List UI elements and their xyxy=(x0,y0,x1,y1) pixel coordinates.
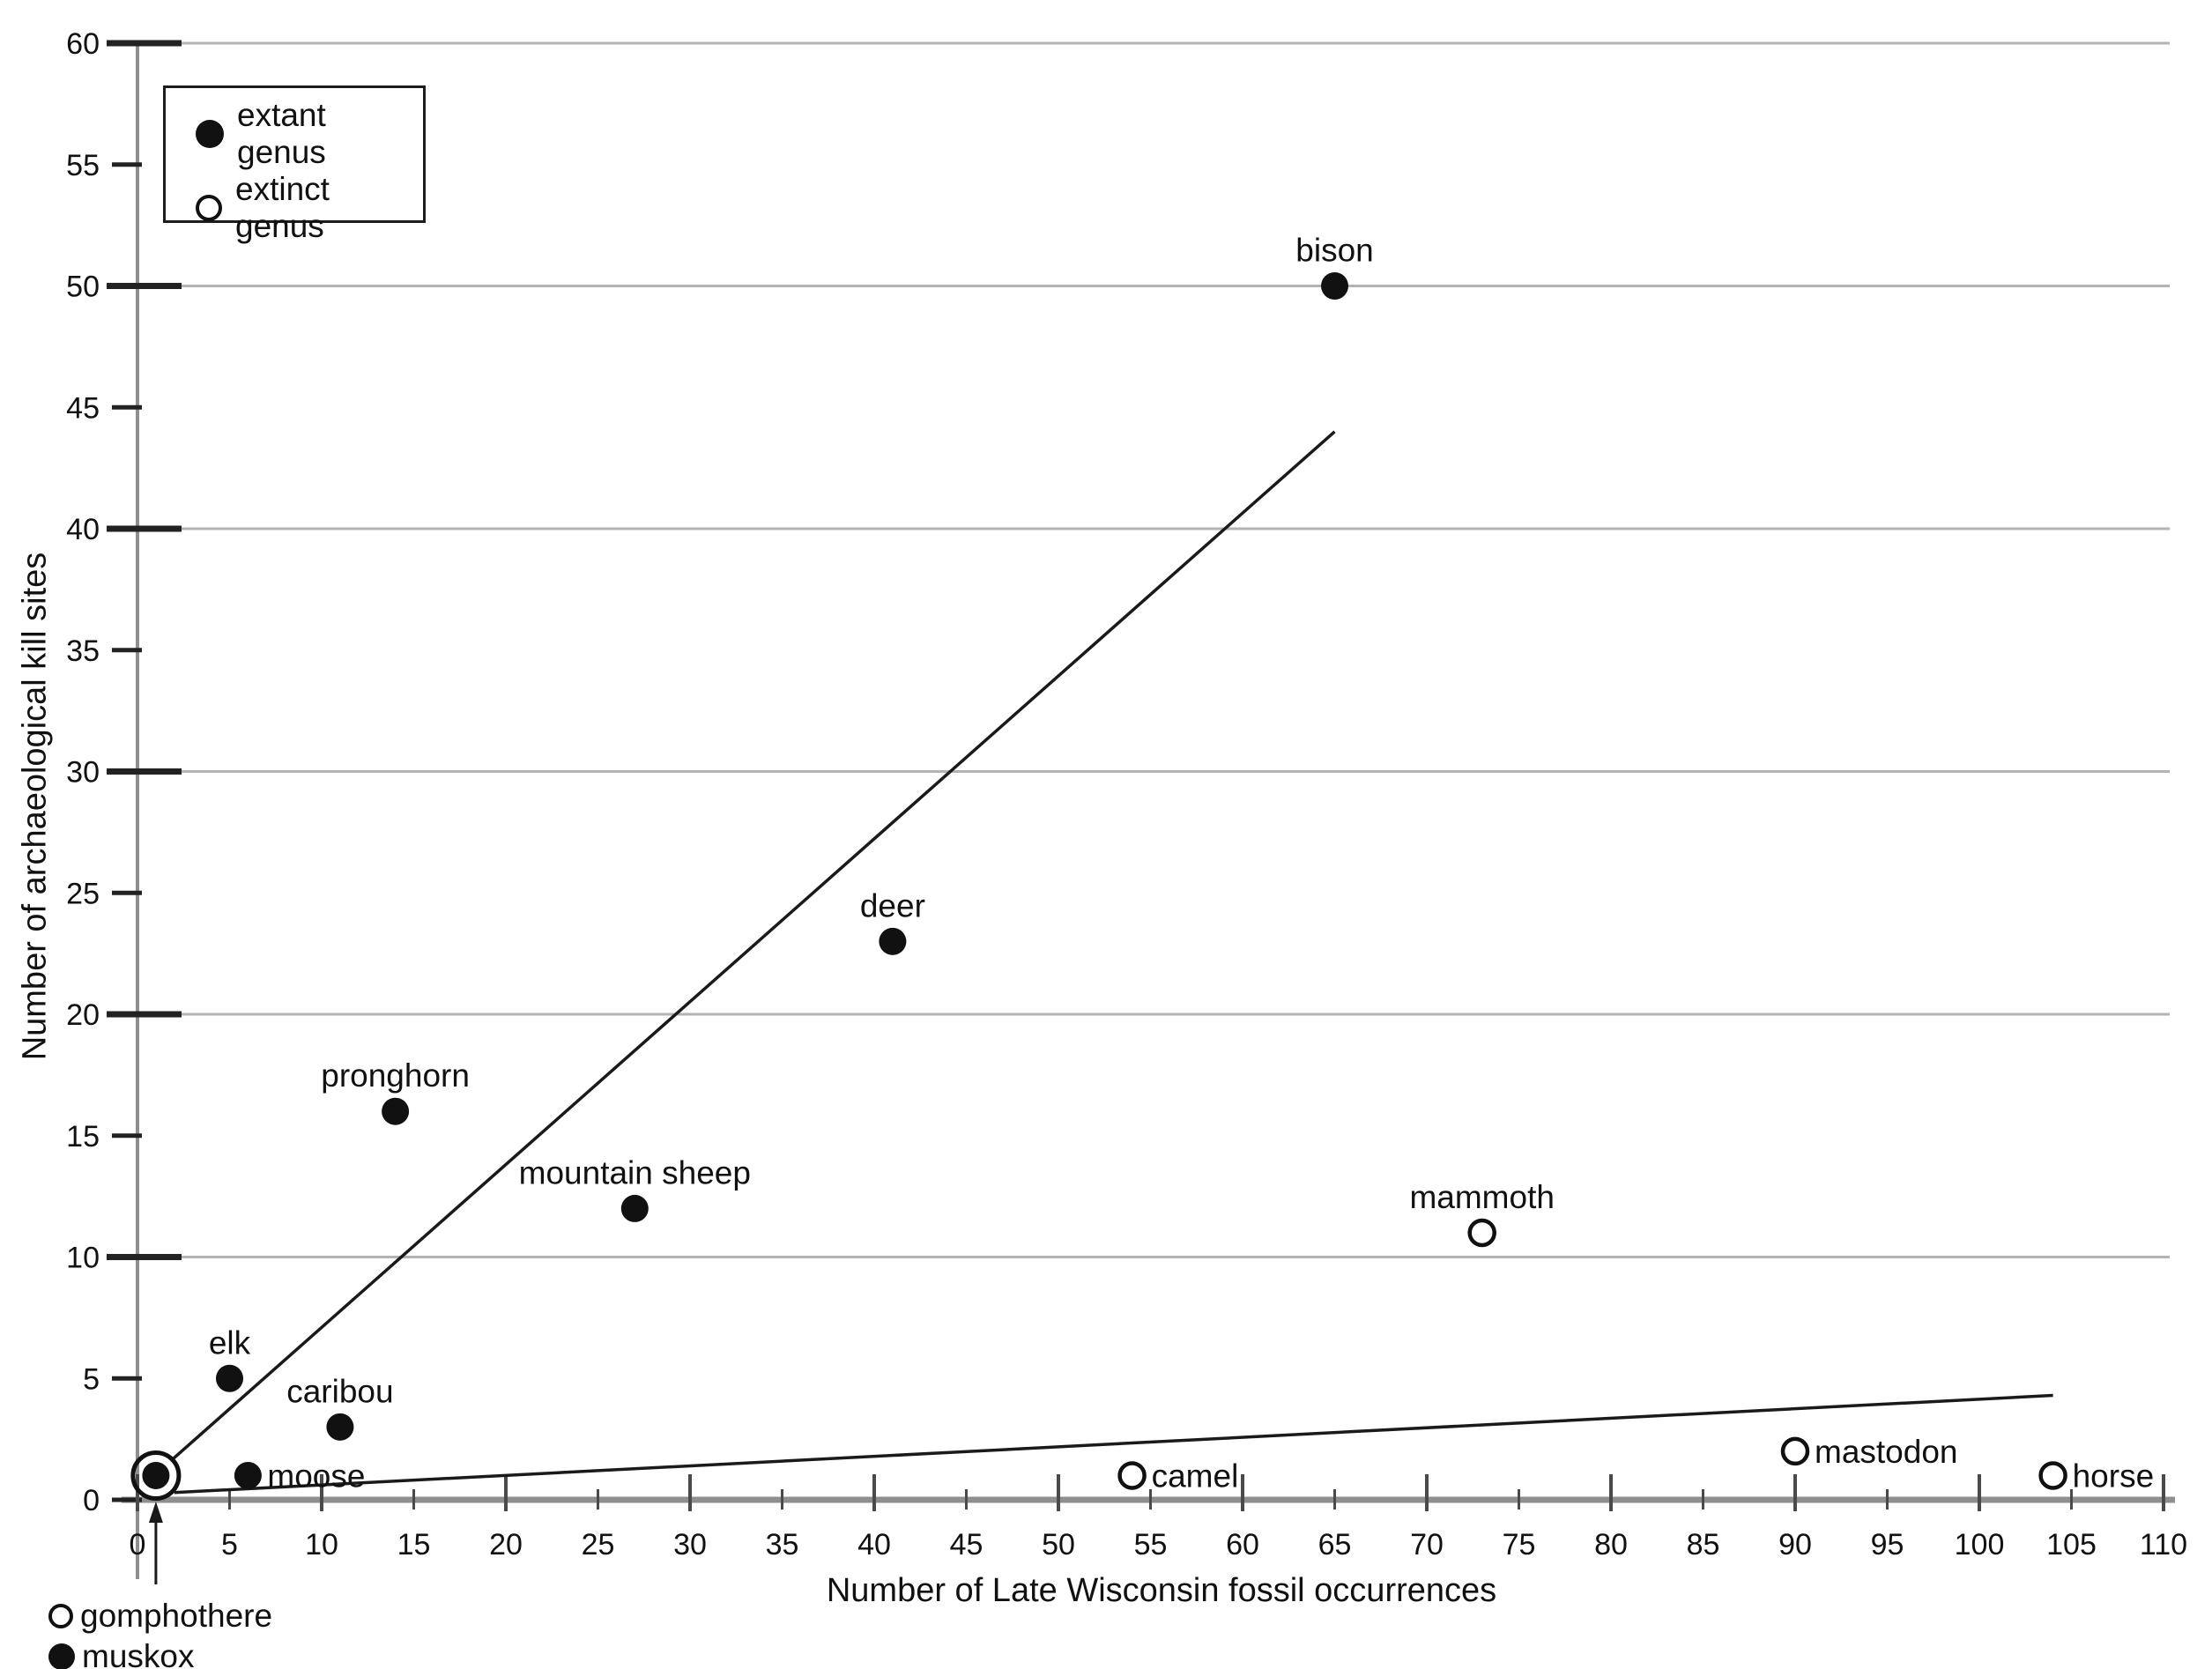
point-label-horse: horse xyxy=(2073,1458,2155,1494)
x-tick-label-85: 85 xyxy=(1687,1528,1720,1561)
legend-item-extinct: extinct genus xyxy=(196,171,423,245)
x-tick-label-100: 100 xyxy=(1955,1528,2005,1561)
x-tick-label-50: 50 xyxy=(1042,1528,1075,1561)
point-label-moose: moose xyxy=(267,1458,365,1494)
open-circle-icon xyxy=(196,195,222,221)
y-tick-label-30: 30 xyxy=(66,756,100,790)
annotation-muskox: muskox xyxy=(48,1639,272,1669)
point-label-camel: camel xyxy=(1152,1458,1239,1494)
data-point-horse xyxy=(2038,1461,2067,1490)
y-tick-label-40: 40 xyxy=(66,513,100,546)
x-tick-label-5: 5 xyxy=(221,1528,238,1561)
x-tick-label-20: 20 xyxy=(489,1528,523,1561)
open-circle-icon xyxy=(48,1604,73,1628)
y-tick-label-25: 25 xyxy=(66,877,100,910)
below-axis-annotations: gomphothere muskox xyxy=(48,1599,272,1669)
x-tick-label-90: 90 xyxy=(1778,1528,1812,1561)
x-tick-label-35: 35 xyxy=(766,1528,799,1561)
data-point-pronghorn xyxy=(382,1097,410,1125)
legend-item-extant: extant genus xyxy=(196,97,423,171)
x-tick-label-25: 25 xyxy=(582,1528,615,1561)
x-tick-label-95: 95 xyxy=(1871,1528,1904,1561)
filled-circle-icon xyxy=(48,1643,75,1669)
legend-label-extant: extant genus xyxy=(237,97,326,170)
y-tick-label-50: 50 xyxy=(66,271,100,304)
x-tick-label-110: 110 xyxy=(2140,1528,2187,1561)
x-tick-label-80: 80 xyxy=(1594,1528,1628,1561)
data-point-mountain-sheep xyxy=(620,1194,649,1222)
x-tick-label-45: 45 xyxy=(950,1528,984,1561)
data-point-muskox xyxy=(142,1461,170,1489)
annotation-gomphothere: gomphothere xyxy=(48,1599,272,1634)
point-label-mountain-sheep: mountain sheep xyxy=(519,1154,751,1191)
y-axis-title: Number of archaeological kill sites xyxy=(16,552,54,1061)
x-tick-label-65: 65 xyxy=(1318,1528,1352,1561)
point-label-mastodon: mastodon xyxy=(1815,1434,1958,1470)
x-tick-label-15: 15 xyxy=(397,1528,431,1561)
trend-line-extinct-trend xyxy=(174,1393,2053,1495)
legend-label-extinct: extinct genus xyxy=(235,171,330,244)
y-tick-label-5: 5 xyxy=(83,1362,100,1396)
point-label-deer: deer xyxy=(860,887,925,924)
x-tick-label-40: 40 xyxy=(857,1528,891,1561)
x-tick-label-10: 10 xyxy=(305,1528,338,1561)
data-point-bison xyxy=(1321,272,1348,300)
y-tick-label-55: 55 xyxy=(66,149,100,182)
data-point-mastodon xyxy=(1780,1436,1810,1466)
x-tick-label-0: 0 xyxy=(130,1528,146,1561)
point-label-bison: bison xyxy=(1295,233,1373,269)
data-point-mammoth xyxy=(1467,1218,1496,1248)
trend-line-extant-trend xyxy=(169,430,1336,1463)
point-label-caribou: caribou xyxy=(286,1373,393,1409)
point-label-mammoth: mammoth xyxy=(1409,1179,1554,1215)
data-point-camel xyxy=(1117,1461,1147,1490)
x-tick-label-70: 70 xyxy=(1410,1528,1444,1561)
legend: extant genus extinct genus xyxy=(163,85,426,244)
x-tick-label-30: 30 xyxy=(673,1528,707,1561)
arrow-head-icon xyxy=(148,1502,163,1523)
x-tick-label-55: 55 xyxy=(1134,1528,1168,1561)
y-tick-label-0: 0 xyxy=(83,1484,100,1517)
x-axis-title: Number of Late Wisconsin fossil occurren… xyxy=(826,1572,1497,1609)
y-tick-label-15: 15 xyxy=(66,1120,100,1153)
y-tick-label-35: 35 xyxy=(66,634,100,668)
y-tick-label-20: 20 xyxy=(66,998,100,1032)
annotation-label-muskox: muskox xyxy=(82,1638,195,1669)
data-point-moose xyxy=(234,1461,262,1489)
point-label-pronghorn: pronghorn xyxy=(321,1057,470,1094)
y-tick-label-60: 60 xyxy=(66,27,100,61)
annotation-label-gomphothere: gomphothere xyxy=(80,1598,273,1634)
y-tick-label-10: 10 xyxy=(66,1242,100,1275)
data-point-deer xyxy=(879,927,907,955)
y-tick-label-45: 45 xyxy=(66,391,100,425)
x-tick-label-60: 60 xyxy=(1226,1528,1259,1561)
filled-circle-icon xyxy=(196,120,224,148)
data-point-gomphothere-ring xyxy=(130,1450,182,1501)
x-tick-label-75: 75 xyxy=(1503,1528,1536,1561)
point-label-elk: elk xyxy=(209,1324,251,1361)
data-point-elk xyxy=(216,1364,243,1392)
data-point-caribou xyxy=(326,1413,354,1441)
x-tick-label-105: 105 xyxy=(2046,1528,2097,1561)
